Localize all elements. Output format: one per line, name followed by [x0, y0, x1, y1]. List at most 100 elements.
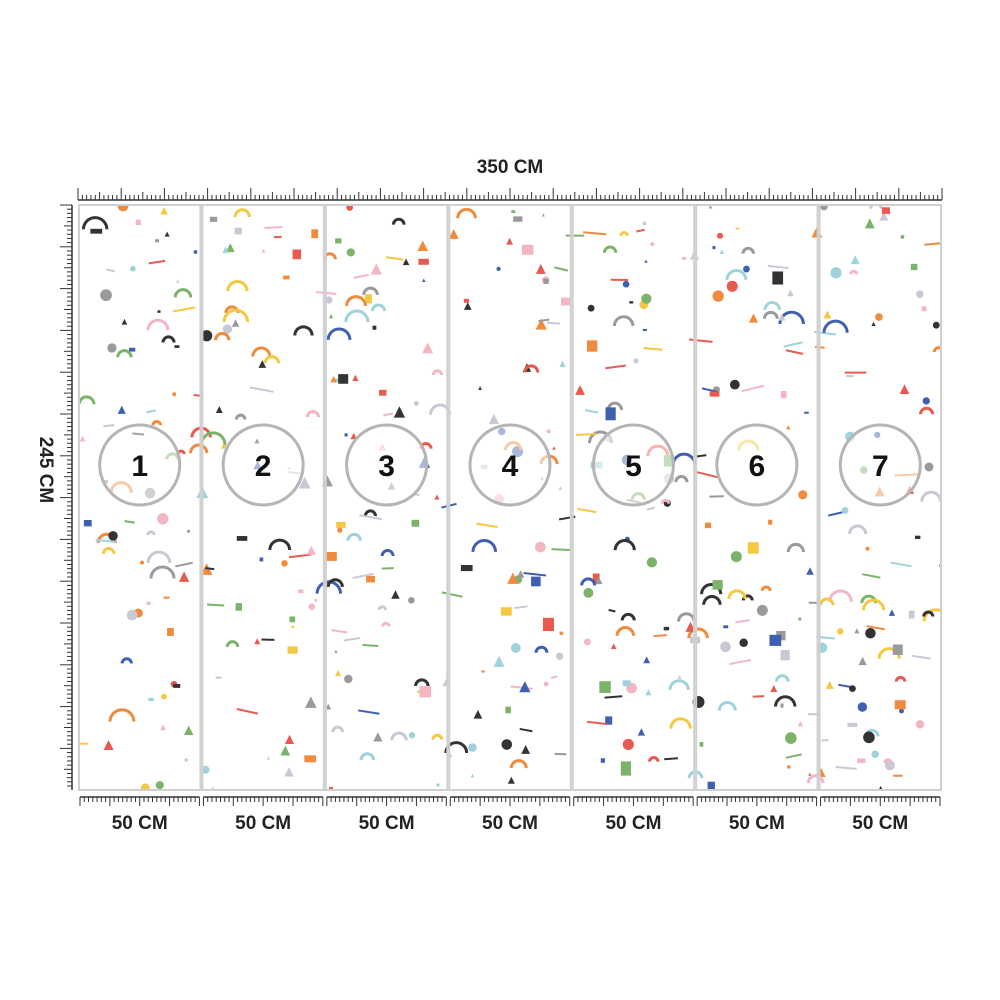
dot	[555, 652, 564, 660]
dot	[543, 681, 549, 687]
stroke	[689, 338, 713, 343]
arc	[602, 245, 618, 253]
stroke	[577, 507, 597, 514]
dot	[622, 280, 630, 288]
stroke	[575, 433, 597, 436]
stroke	[146, 409, 157, 414]
block	[559, 631, 564, 636]
stroke	[358, 709, 380, 715]
dot	[344, 674, 353, 684]
triangle	[373, 732, 383, 742]
triangle	[103, 739, 114, 750]
stroke	[605, 364, 626, 370]
triangle	[787, 289, 794, 297]
stroke	[785, 753, 802, 759]
stroke	[352, 572, 374, 580]
triangle	[552, 446, 556, 450]
block	[629, 301, 634, 304]
dot	[743, 265, 750, 273]
dot	[820, 205, 828, 211]
rulers	[60, 188, 943, 806]
arc	[431, 733, 444, 740]
triangle	[719, 249, 725, 255]
triangle	[284, 734, 295, 744]
panel-width-label: 50 CM	[359, 813, 415, 834]
triangle	[575, 385, 585, 395]
block	[914, 535, 921, 539]
arc	[819, 597, 835, 606]
block	[289, 616, 296, 623]
arc	[806, 774, 825, 784]
triangle	[808, 772, 812, 776]
block	[511, 210, 516, 213]
block	[236, 536, 248, 541]
triangle	[535, 263, 546, 274]
arc	[613, 539, 636, 551]
arc	[762, 310, 779, 319]
block	[542, 617, 554, 631]
panel-border	[78, 204, 202, 791]
dot	[622, 738, 634, 750]
triangle	[305, 696, 317, 708]
arc	[615, 626, 636, 636]
panel-width-label: 50 CM	[729, 813, 785, 834]
triangle	[473, 709, 483, 719]
panel-circle	[345, 423, 429, 507]
triangle	[266, 756, 270, 760]
triangle	[643, 656, 651, 664]
block	[521, 244, 534, 255]
arc	[660, 498, 671, 504]
arc	[345, 295, 367, 307]
block	[372, 325, 377, 330]
dot	[865, 628, 876, 639]
triangle	[899, 384, 910, 395]
dot	[325, 296, 333, 304]
triangle	[391, 590, 400, 599]
dot	[308, 603, 316, 610]
block	[411, 519, 420, 527]
arc	[612, 315, 635, 327]
stroke	[124, 520, 135, 524]
triangle	[121, 318, 128, 325]
triangle	[79, 435, 86, 442]
triangle	[864, 218, 875, 229]
block	[900, 235, 905, 239]
arc	[263, 355, 281, 364]
arc	[173, 288, 193, 298]
block	[329, 786, 334, 790]
triangle	[888, 609, 896, 616]
block	[908, 610, 915, 619]
block	[586, 340, 598, 352]
block	[460, 565, 473, 572]
stroke	[583, 231, 607, 236]
block	[366, 575, 375, 583]
block	[505, 706, 511, 714]
triangle	[594, 576, 603, 585]
arc	[116, 349, 133, 358]
stroke	[604, 695, 623, 699]
triangle	[254, 638, 261, 645]
block	[146, 601, 151, 605]
block	[481, 670, 485, 673]
triangle	[610, 643, 617, 649]
triangle	[402, 258, 410, 266]
arc	[702, 595, 722, 605]
block	[215, 676, 222, 679]
arc	[828, 589, 853, 602]
dot	[798, 490, 808, 500]
triangle	[352, 374, 359, 381]
dot	[108, 531, 118, 541]
arc	[471, 539, 498, 553]
block	[83, 519, 92, 527]
arc	[869, 205, 883, 209]
triangle	[797, 721, 804, 727]
block	[780, 703, 784, 708]
block	[531, 576, 541, 587]
stroke	[586, 720, 607, 725]
panel-border	[201, 204, 325, 791]
height-label: 245 CM	[35, 437, 56, 504]
dot	[408, 596, 415, 604]
dot	[413, 400, 419, 406]
block	[287, 646, 298, 654]
triangle	[335, 669, 342, 676]
